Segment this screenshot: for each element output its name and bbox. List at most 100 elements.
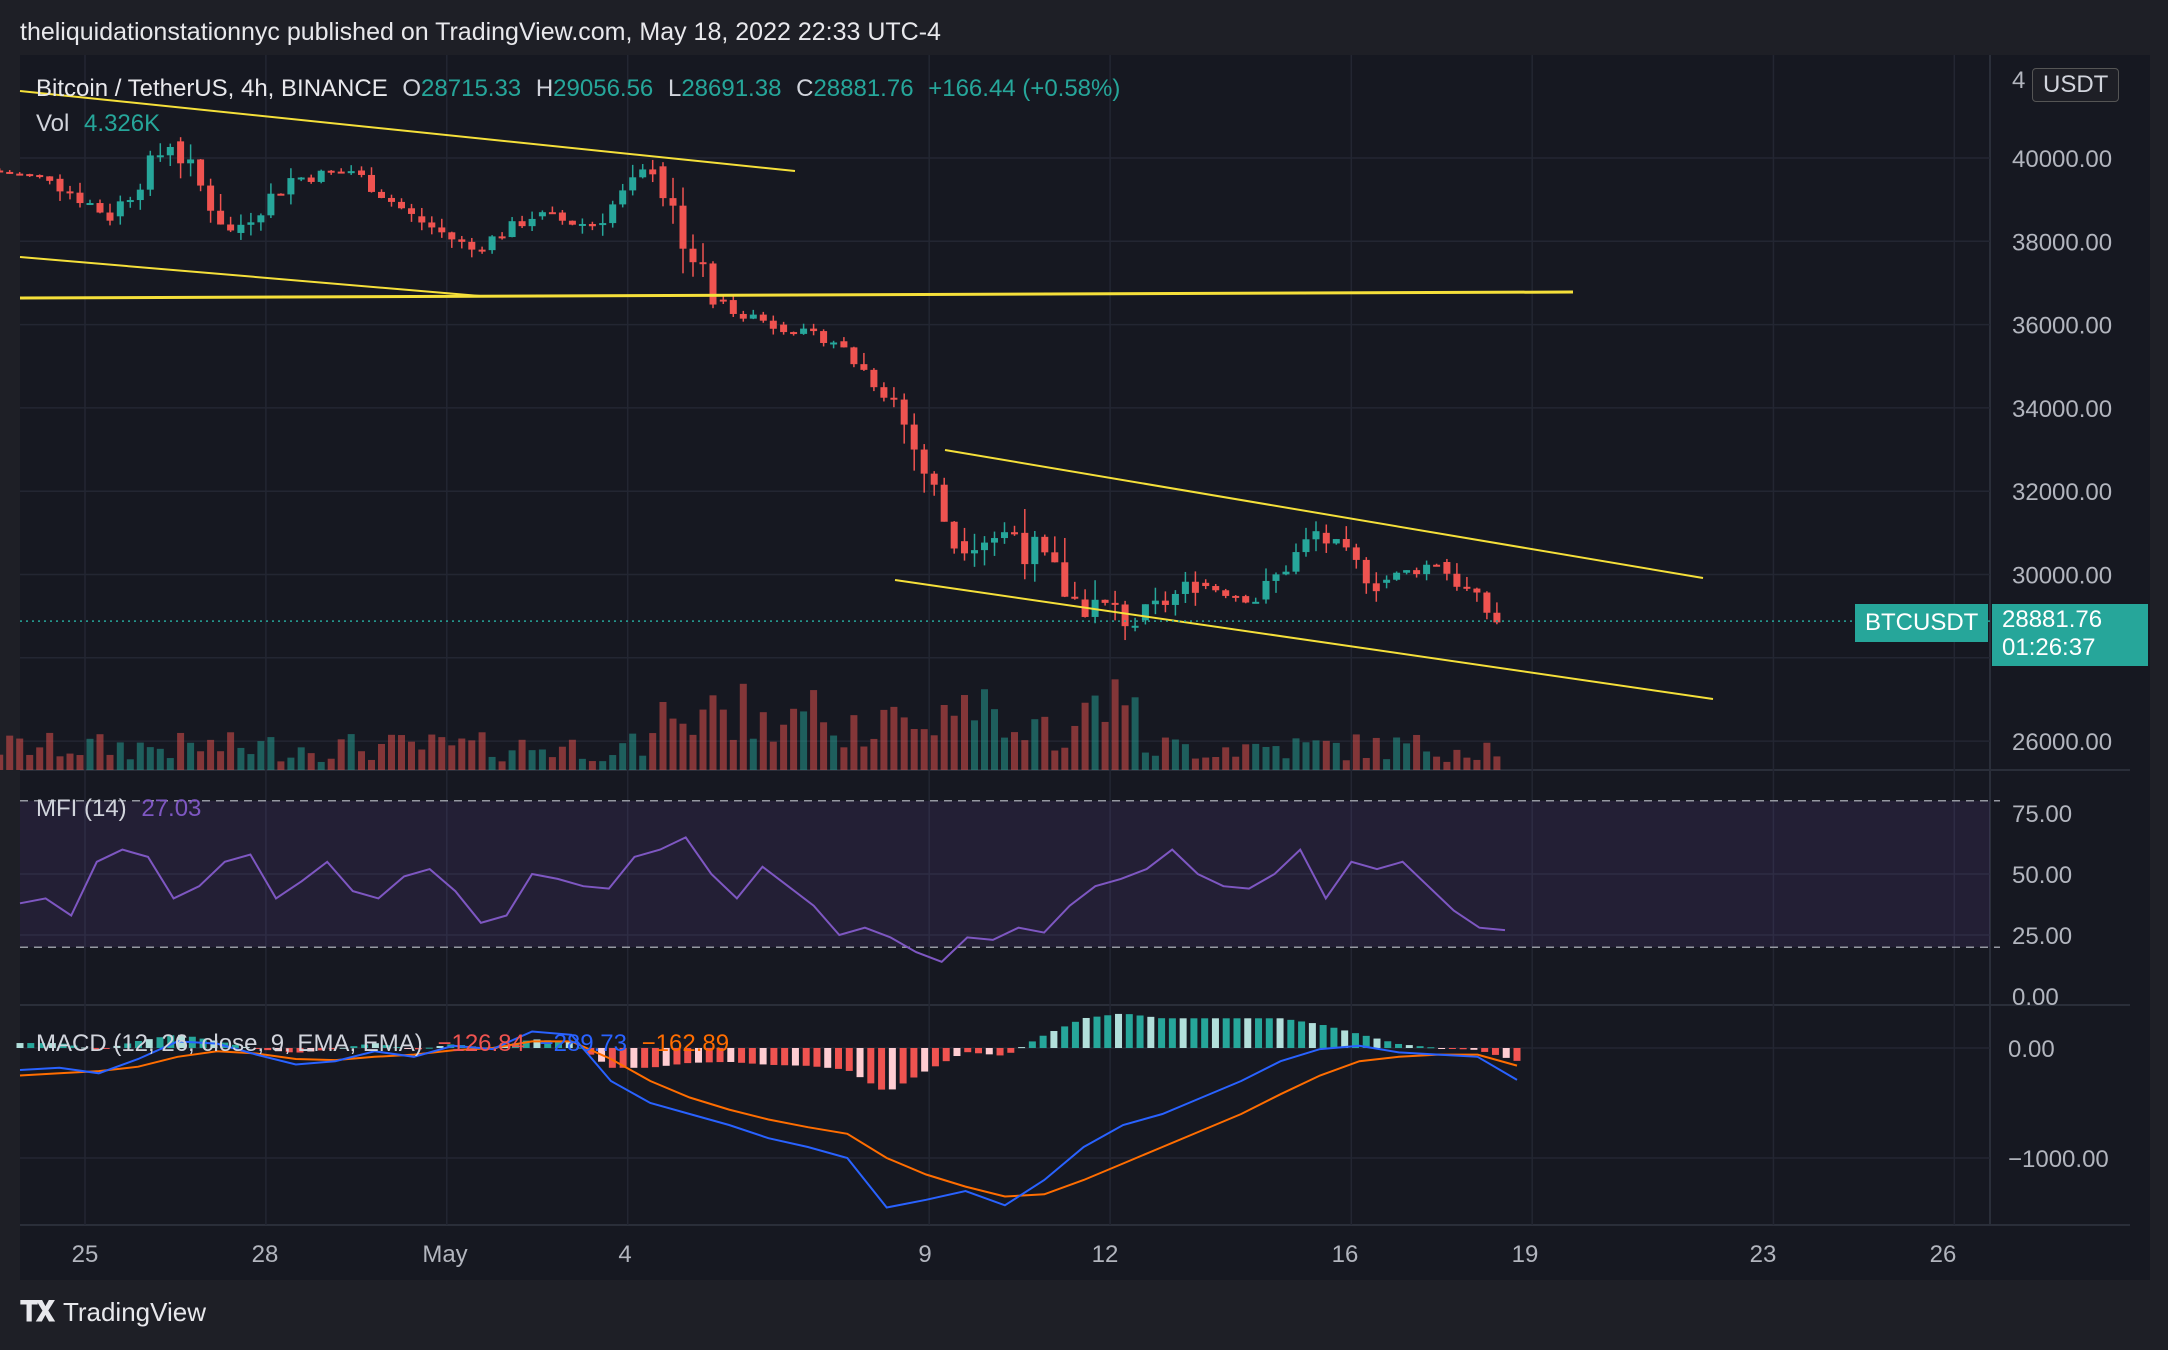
candle-body [428,222,436,228]
candle-body [890,397,898,400]
candle-body [689,248,697,263]
macd-histogram-bar [673,1048,681,1065]
macd-histogram-bar [1093,1016,1101,1048]
candle-body [1212,586,1220,591]
macd-histogram-bar [705,1048,713,1063]
macd-histogram-bar [856,1048,864,1078]
macd-histogram-bar [576,1047,584,1049]
mfi-axis-label: 50.00 [2012,862,2072,889]
candle-body [1061,562,1069,597]
volume-bar [769,741,777,770]
candle-body [1181,581,1189,594]
volume-bar [1061,747,1069,770]
volume-bar [388,734,395,770]
candle-body [96,203,104,213]
candle-body [16,173,24,176]
macd-histogram-bar [1276,1018,1284,1048]
volume-bar [1292,738,1300,770]
volume-bar [991,709,998,770]
volume-bar [217,751,225,770]
volume-bar [46,732,54,770]
volume-bar [267,737,275,770]
candle-body [1141,604,1149,621]
candle-body [1101,599,1109,603]
volume-bar [16,738,24,770]
macd-histogram-bar [1244,1018,1252,1048]
macd-histogram-bar [1405,1045,1413,1048]
candle-body [146,155,154,190]
volume-bar [749,738,757,770]
candle-body [900,399,908,425]
volume-bar [1212,757,1220,770]
volume-bar [327,758,335,770]
volume-bar [1131,697,1139,770]
candle-body [207,185,215,211]
volume-bar [187,742,195,770]
volume-bar [1161,737,1169,770]
volume-bar [317,761,325,770]
macd-histogram-bar [361,1044,369,1048]
volume-bar [619,743,627,770]
macd-histogram-bar [522,1040,530,1048]
candle-body [126,200,134,203]
macd-histogram-bar [102,1048,110,1049]
macd-histogram-bar [1298,1021,1306,1048]
volume-bar [96,734,104,770]
candle-body [790,332,798,335]
channel-upper-line [944,449,1704,579]
candle-body [66,191,74,194]
macd-series [16,1013,1521,1209]
macd-histogram-bar [1287,1019,1295,1048]
macd-histogram-bar [544,1040,552,1048]
candle-body [1443,562,1451,574]
macd-histogram-bar [167,1035,175,1048]
volume-bar [1453,749,1461,770]
macd-histogram-bar [511,1043,519,1048]
volume-bar [890,706,898,770]
candle-body [649,169,657,175]
mfi-series [19,836,1506,963]
price-tag-value: 28881.76 [2002,606,2103,633]
macd-histogram-bar [608,1048,616,1068]
volume-bar [337,739,345,770]
price-axis-label: 34000.00 [2012,396,2112,423]
candle-body [629,177,637,191]
macd-histogram-bar [1470,1048,1478,1050]
volume-bar [1031,719,1039,770]
candle-body [1423,564,1431,575]
candle-body [498,236,506,239]
volume-bar [659,702,667,770]
candle-body [1262,580,1270,600]
macd-histogram-bar [1362,1035,1370,1048]
macd-histogram-bar [48,1043,56,1048]
candle-body [368,174,375,192]
trendlines [19,90,1990,700]
candle-body [860,364,868,370]
price-axis-label: 32000.00 [2012,479,2112,506]
macd-histogram-bar [587,1048,595,1055]
candle-body [780,324,788,333]
price-tag: 28881.76 01:26:37 [1992,604,2148,666]
volume-bar [26,754,34,770]
macd-histogram-bar [59,1043,67,1048]
currency-badge[interactable]: USDT [2032,68,2120,102]
price-axis-label: 4 [2012,67,2025,94]
price-axis-label: 26000.00 [2012,729,2112,756]
candle-body [488,236,496,251]
macd-histogram-bar [38,1043,46,1048]
macd-histogram-bar [425,1047,433,1049]
macd-histogram-bar [414,1048,422,1050]
macd-histogram-bar [738,1048,746,1063]
volume-bar [739,683,747,770]
volume-bar [1463,757,1471,770]
candle-body [518,221,526,227]
macd-histogram-bar [242,1046,250,1048]
volume-bar [870,738,878,770]
volume-bar [207,739,215,770]
low-label: L [667,75,682,102]
chart-frame[interactable] [20,55,2150,1280]
macd-histogram-bar [285,1048,293,1053]
macd-histogram-bar [684,1048,692,1064]
macd-histogram-bar [1438,1048,1446,1049]
